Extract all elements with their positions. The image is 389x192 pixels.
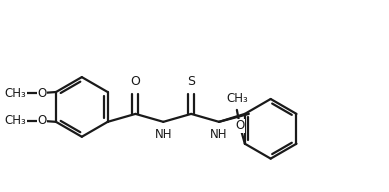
Text: NH: NH [210, 128, 228, 141]
Text: O: O [235, 119, 244, 132]
Text: O: O [37, 114, 47, 127]
Text: NH: NH [154, 128, 172, 141]
Text: CH₃: CH₃ [4, 87, 26, 99]
Text: CH₃: CH₃ [4, 114, 26, 127]
Text: O: O [131, 75, 140, 88]
Text: S: S [187, 75, 195, 88]
Text: O: O [37, 87, 47, 99]
Text: CH₃: CH₃ [226, 92, 248, 105]
